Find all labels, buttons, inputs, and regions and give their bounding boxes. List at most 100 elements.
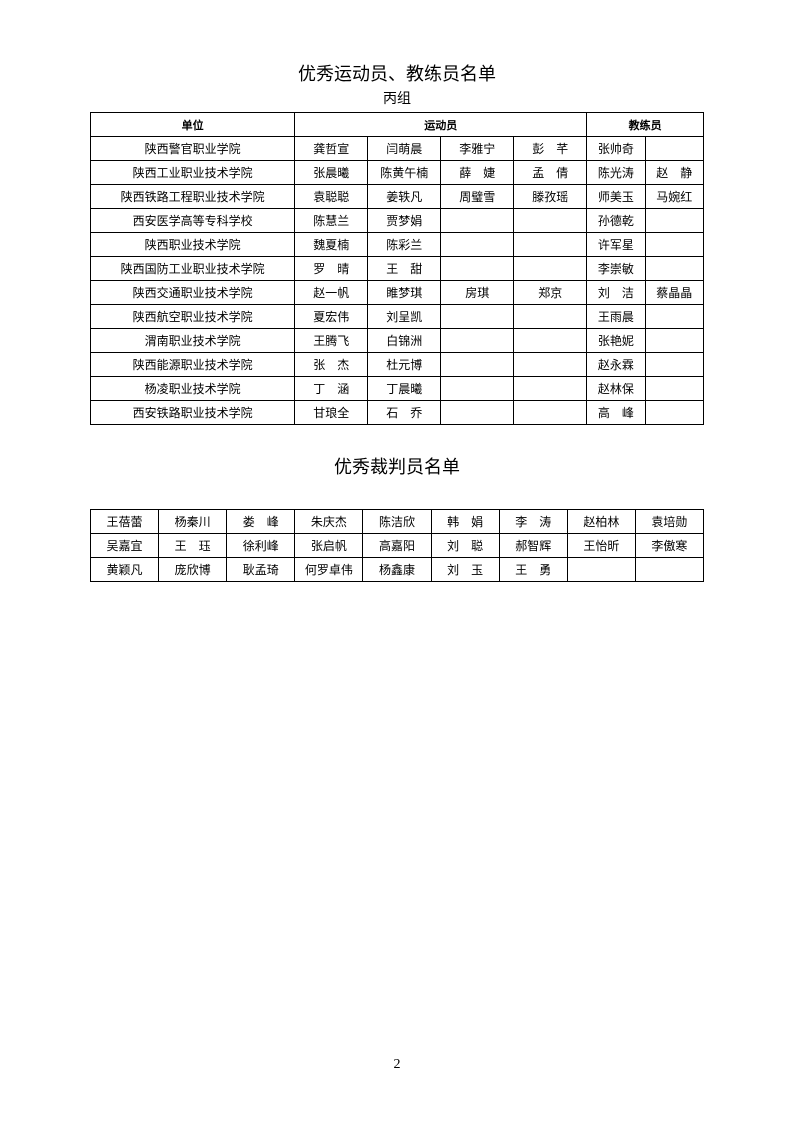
coach-cell: 张艳妮: [587, 329, 645, 353]
unit-cell: 陕西能源职业技术学院: [91, 353, 295, 377]
athlete-cell: 石 乔: [368, 401, 441, 425]
athlete-cell: [441, 305, 514, 329]
referee-cell: 赵柏林: [567, 510, 635, 534]
athlete-cell: 龚哲宣: [295, 137, 368, 161]
athlete-coach-table: 单位 运动员 教练员 陕西警官职业学院龚哲宣闫萌晨李雅宁彭 芊张帅奇陕西工业职业…: [90, 112, 704, 425]
referee-cell: 高嘉阳: [363, 534, 431, 558]
athlete-cell: [514, 209, 587, 233]
athlete-cell: 丁 涵: [295, 377, 368, 401]
athlete-cell: 甘琅全: [295, 401, 368, 425]
coach-cell: 蔡晶晶: [645, 281, 703, 305]
referee-cell: 李傲寒: [635, 534, 703, 558]
athlete-cell: 周璧雪: [441, 185, 514, 209]
athlete-cell: 赵一帆: [295, 281, 368, 305]
coach-cell: [645, 257, 703, 281]
table-row: 陕西警官职业学院龚哲宣闫萌晨李雅宁彭 芊张帅奇: [91, 137, 704, 161]
referee-cell: 王怡昕: [567, 534, 635, 558]
athlete-cell: [441, 353, 514, 377]
table-row: 渭南职业技术学院王腾飞白锦洲张艳妮: [91, 329, 704, 353]
athlete-cell: 彭 芊: [514, 137, 587, 161]
athlete-cell: 孟 倩: [514, 161, 587, 185]
referee-cell: 耿孟琦: [227, 558, 295, 582]
athlete-cell: 张 杰: [295, 353, 368, 377]
coach-cell: [645, 329, 703, 353]
referee-cell: 韩 娟: [431, 510, 499, 534]
athlete-cell: [441, 257, 514, 281]
table-row: 西安铁路职业技术学院甘琅全石 乔高 峰: [91, 401, 704, 425]
referee-cell: 何罗卓伟: [295, 558, 363, 582]
athlete-cell: 姜轶凡: [368, 185, 441, 209]
coach-cell: 陈光涛: [587, 161, 645, 185]
unit-cell: 西安医学高等专科学校: [91, 209, 295, 233]
unit-cell: 陕西国防工业职业技术学院: [91, 257, 295, 281]
athlete-cell: [441, 401, 514, 425]
referee-cell: [635, 558, 703, 582]
table-row: 杨凌职业技术学院丁 涵丁晨曦赵林保: [91, 377, 704, 401]
table-row: 陕西铁路工程职业技术学院袁聪聪姜轶凡周璧雪滕孜瑶师美玉马婉红: [91, 185, 704, 209]
referee-cell: 杨鑫康: [363, 558, 431, 582]
athlete-cell: [514, 377, 587, 401]
unit-cell: 渭南职业技术学院: [91, 329, 295, 353]
coach-cell: 李崇敏: [587, 257, 645, 281]
table-row: 黄颖凡庞欣博耿孟琦何罗卓伟杨鑫康刘 玉王 勇: [91, 558, 704, 582]
referee-cell: 杨秦川: [159, 510, 227, 534]
athlete-cell: [441, 233, 514, 257]
referee-cell: 李 涛: [499, 510, 567, 534]
unit-cell: 杨凌职业技术学院: [91, 377, 295, 401]
referee-cell: 郝智辉: [499, 534, 567, 558]
header-athlete: 运动员: [295, 113, 587, 137]
referee-title: 优秀裁判员名单: [90, 453, 704, 479]
referee-cell: 朱庆杰: [295, 510, 363, 534]
athlete-cell: 郑京: [514, 281, 587, 305]
coach-cell: [645, 305, 703, 329]
table-row: 陕西工业职业技术学院张晨曦陈黄午楠薛 婕孟 倩陈光涛赵 静: [91, 161, 704, 185]
coach-cell: [645, 353, 703, 377]
athlete-cell: 睢梦琪: [368, 281, 441, 305]
athlete-cell: 陈慧兰: [295, 209, 368, 233]
main-title: 优秀运动员、教练员名单: [90, 60, 704, 86]
coach-cell: 王雨晨: [587, 305, 645, 329]
referee-cell: 张启帆: [295, 534, 363, 558]
athlete-cell: [514, 257, 587, 281]
athlete-cell: 王腾飞: [295, 329, 368, 353]
athlete-cell: 贾梦娟: [368, 209, 441, 233]
athlete-cell: 王 甜: [368, 257, 441, 281]
table-row: 王蓓蕾杨秦川娄 峰朱庆杰陈洁欣韩 娟李 涛赵柏林袁培勋: [91, 510, 704, 534]
referee-cell: 徐利峰: [227, 534, 295, 558]
coach-cell: 张帅奇: [587, 137, 645, 161]
coach-cell: [645, 377, 703, 401]
athlete-cell: [514, 353, 587, 377]
referee-cell: 娄 峰: [227, 510, 295, 534]
table-row: 吴嘉宜王 珏徐利峰张启帆高嘉阳刘 聪郝智辉王怡昕李傲寒: [91, 534, 704, 558]
coach-cell: 许军星: [587, 233, 645, 257]
referee-cell: 刘 聪: [431, 534, 499, 558]
referee-cell: 王 珏: [159, 534, 227, 558]
athlete-cell: [514, 329, 587, 353]
athlete-cell: 闫萌晨: [368, 137, 441, 161]
referee-table: 王蓓蕾杨秦川娄 峰朱庆杰陈洁欣韩 娟李 涛赵柏林袁培勋吴嘉宜王 珏徐利峰张启帆高…: [90, 509, 704, 582]
table-header-row: 单位 运动员 教练员: [91, 113, 704, 137]
unit-cell: 陕西工业职业技术学院: [91, 161, 295, 185]
referee-cell: 黄颖凡: [91, 558, 159, 582]
coach-cell: 赵林保: [587, 377, 645, 401]
athlete-cell: 罗 晴: [295, 257, 368, 281]
athlete-cell: 房琪: [441, 281, 514, 305]
coach-cell: [645, 209, 703, 233]
table-row: 陕西能源职业技术学院张 杰杜元博赵永霖: [91, 353, 704, 377]
coach-cell: [645, 401, 703, 425]
athlete-cell: 薛 婕: [441, 161, 514, 185]
coach-cell: 师美玉: [587, 185, 645, 209]
referee-cell: 王蓓蕾: [91, 510, 159, 534]
athlete-cell: 刘呈凯: [368, 305, 441, 329]
athlete-cell: [514, 401, 587, 425]
coach-cell: 高 峰: [587, 401, 645, 425]
athlete-cell: 陈黄午楠: [368, 161, 441, 185]
athlete-cell: [441, 329, 514, 353]
athlete-cell: 滕孜瑶: [514, 185, 587, 209]
table-row: 陕西航空职业技术学院夏宏伟刘呈凯王雨晨: [91, 305, 704, 329]
coach-cell: 刘 洁: [587, 281, 645, 305]
athlete-cell: 张晨曦: [295, 161, 368, 185]
referee-cell: 吴嘉宜: [91, 534, 159, 558]
athlete-cell: [441, 209, 514, 233]
coach-cell: [645, 233, 703, 257]
